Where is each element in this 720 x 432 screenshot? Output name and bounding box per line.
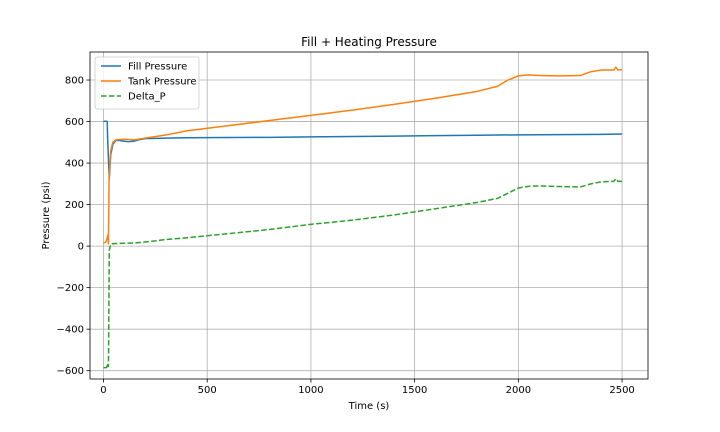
series-line-tank-pressure bbox=[103, 66, 623, 245]
legend-label: Tank Pressure bbox=[127, 77, 197, 88]
plot-frame bbox=[89, 51, 649, 380]
x-tick-label: 2000 bbox=[506, 385, 531, 396]
y-tick-label: 0 bbox=[78, 242, 84, 253]
x-tick-label: 0 bbox=[100, 385, 106, 396]
x-tick-label: 1000 bbox=[298, 385, 323, 396]
y-tick-label: 600 bbox=[65, 117, 84, 128]
y-tick-label: 800 bbox=[65, 76, 84, 87]
y-tick-label: −200 bbox=[57, 283, 84, 294]
legend-label: Fill Pressure bbox=[128, 62, 187, 73]
series-line-fill-pressure bbox=[103, 120, 623, 180]
x-tick-label: 500 bbox=[198, 385, 217, 396]
y-tick-label: −600 bbox=[57, 366, 84, 377]
chart-title: Fill + Heating Pressure bbox=[301, 35, 437, 49]
grid-lines bbox=[90, 52, 648, 379]
x-axis-label: Time (s) bbox=[348, 401, 390, 412]
axis-ticks: 0 500 1000 1500 2000 2500 −600 −400 −200 0 200 400 6… bbox=[57, 76, 635, 396]
y-tick-label: 200 bbox=[65, 200, 84, 211]
y-tick-label: 400 bbox=[65, 159, 84, 170]
data-series bbox=[103, 66, 623, 369]
legend-label: Delta_P bbox=[128, 92, 166, 103]
x-tick-label: 1500 bbox=[402, 385, 427, 396]
y-axis-label: Pressure (psi) bbox=[41, 181, 52, 249]
y-tick-label: −400 bbox=[57, 325, 84, 336]
x-tick-label: 2500 bbox=[609, 385, 634, 396]
legend: Fill Pressure Tank Pressure Delta_P bbox=[94, 56, 200, 110]
series-line-delta-p bbox=[103, 177, 623, 369]
